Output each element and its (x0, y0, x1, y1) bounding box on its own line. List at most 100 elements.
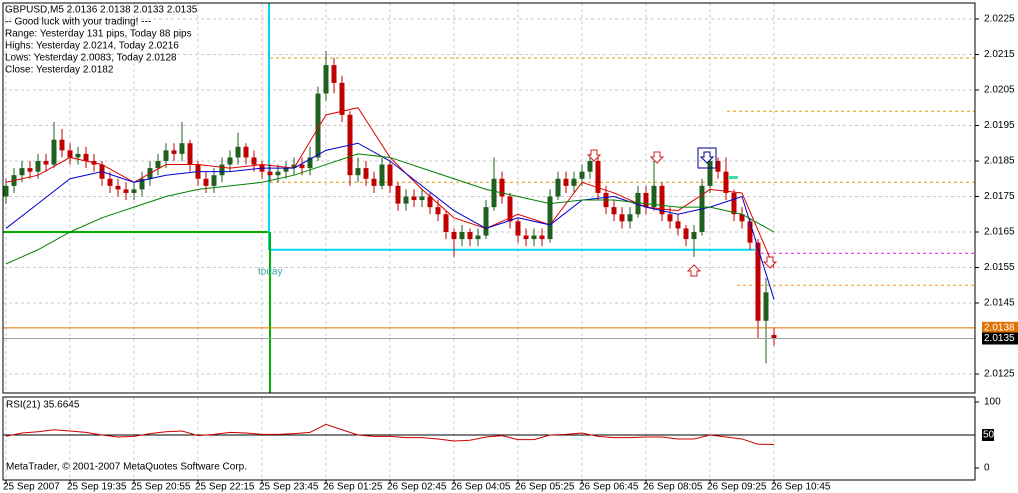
candle-body (43, 161, 49, 165)
rsi-title: RSI(21) 35.6645 (6, 400, 80, 411)
candle-body (307, 157, 313, 169)
candle-body (267, 171, 273, 176)
x-tick-label: 25 Sep 19:35 (67, 482, 127, 493)
candle-body (315, 93, 321, 158)
down-arrow (649, 151, 665, 164)
symbol-header: GBPUSD,M5 2.0136 2.0138 2.0133 2.0135 (5, 5, 198, 16)
plot-area: 2.0125 2.0145 2.0155 2.0165 2.0175 2.0185 2.01… (3, 3, 1018, 493)
candle-body (619, 214, 625, 222)
y-tick-label: 2.0185 (984, 156, 1015, 167)
candle-body (731, 192, 737, 215)
candle-body (723, 171, 729, 193)
candle-body (651, 185, 657, 208)
candle-body (83, 153, 89, 161)
candle-body (171, 150, 177, 154)
candle-body (27, 168, 33, 172)
candle-body (491, 178, 497, 208)
candle-body (387, 164, 393, 186)
y-tick-label: 2.0165 (984, 227, 1015, 238)
candle-body (515, 221, 521, 236)
price-label: 2.0135 (984, 333, 1015, 344)
price-label: 2.0138 (984, 322, 1015, 333)
candle-body (747, 221, 753, 243)
candle-body (419, 196, 425, 201)
candle-body (219, 164, 225, 176)
candle-body (411, 196, 417, 201)
candle-body (163, 150, 169, 161)
x-tick-label: 26 Sep 04:05 (451, 482, 511, 493)
y-tick-label: 2.0125 (984, 369, 1015, 380)
x-tick-label: 26 Sep 01:25 (323, 482, 383, 493)
candle-body (67, 150, 73, 158)
candle-body (683, 228, 689, 240)
info-line: Range: Yesterday 131 pips, Today 88 pips (5, 29, 192, 40)
candle-body (211, 175, 217, 186)
candle-body (179, 143, 185, 154)
moving-average (5, 142, 775, 300)
candle-body (707, 161, 713, 186)
candle-body (131, 189, 137, 193)
candle-body (547, 196, 553, 240)
x-tick-label: 25 Sep 23:45 (259, 482, 319, 493)
y-tick-label: 2.0155 (984, 262, 1015, 273)
candle-body (475, 235, 481, 240)
candle-body (123, 189, 129, 193)
candle-body (435, 207, 441, 215)
candle-body (739, 214, 745, 222)
candle-body (691, 232, 697, 240)
candle-body (203, 178, 209, 186)
candle-body (139, 178, 145, 190)
candle-body (19, 168, 25, 176)
candle-body (403, 196, 409, 204)
candle-body (75, 153, 81, 158)
rsi-tick-label: 0 (984, 463, 990, 474)
candle-body (459, 232, 465, 240)
candle-body (187, 143, 193, 165)
x-tick-label: 26 Sep 09:25 (707, 482, 767, 493)
candle-body (59, 139, 65, 151)
candle-body (579, 171, 585, 179)
candle-body (587, 161, 593, 172)
candle-body (443, 214, 449, 232)
candle-body (235, 146, 241, 158)
signal-arrows (586, 149, 778, 277)
moving-average (5, 153, 775, 265)
candle-body (715, 161, 721, 172)
candle-body (675, 221, 681, 229)
candle-body (379, 164, 385, 186)
candle-body (323, 65, 329, 94)
x-tick-label: 26 Sep 05:25 (515, 482, 575, 493)
down-arrow (699, 151, 715, 164)
candle-body (595, 161, 601, 193)
down-arrow (586, 149, 602, 162)
rsi-tick-label: 100 (984, 397, 1001, 408)
candle-body (283, 168, 289, 172)
x-tick-label: 26 Sep 02:45 (387, 482, 447, 493)
candle-body (555, 178, 561, 197)
info-line: Highs: Yesterday 2.0214, Today 2.0216 (5, 41, 179, 52)
up-arrow (686, 264, 702, 277)
x-tick-label: 26 Sep 10:45 (771, 482, 831, 493)
price-box (982, 332, 1018, 345)
signal-box (697, 147, 717, 169)
today-label: today (258, 267, 282, 278)
y-tick-label: 2.0225 (984, 14, 1015, 25)
candle-body (251, 157, 257, 165)
candle-body (531, 235, 537, 240)
candle-body (427, 196, 433, 208)
candle-body (51, 139, 57, 165)
x-tick-label: 25 Sep 20:55 (131, 482, 191, 493)
candle-body (523, 235, 529, 240)
candle-body (659, 185, 665, 215)
price-box (982, 321, 1018, 334)
footer: MetaTrader, © 2001-2007 MetaQuotes Softw… (6, 462, 247, 473)
candle-body (563, 178, 569, 186)
candle-body (667, 214, 673, 222)
candle-body (155, 161, 161, 169)
candle-body (539, 235, 545, 240)
candle-body (499, 178, 505, 197)
y-tick-label: 2.0195 (984, 120, 1015, 131)
candle-body (627, 214, 633, 222)
